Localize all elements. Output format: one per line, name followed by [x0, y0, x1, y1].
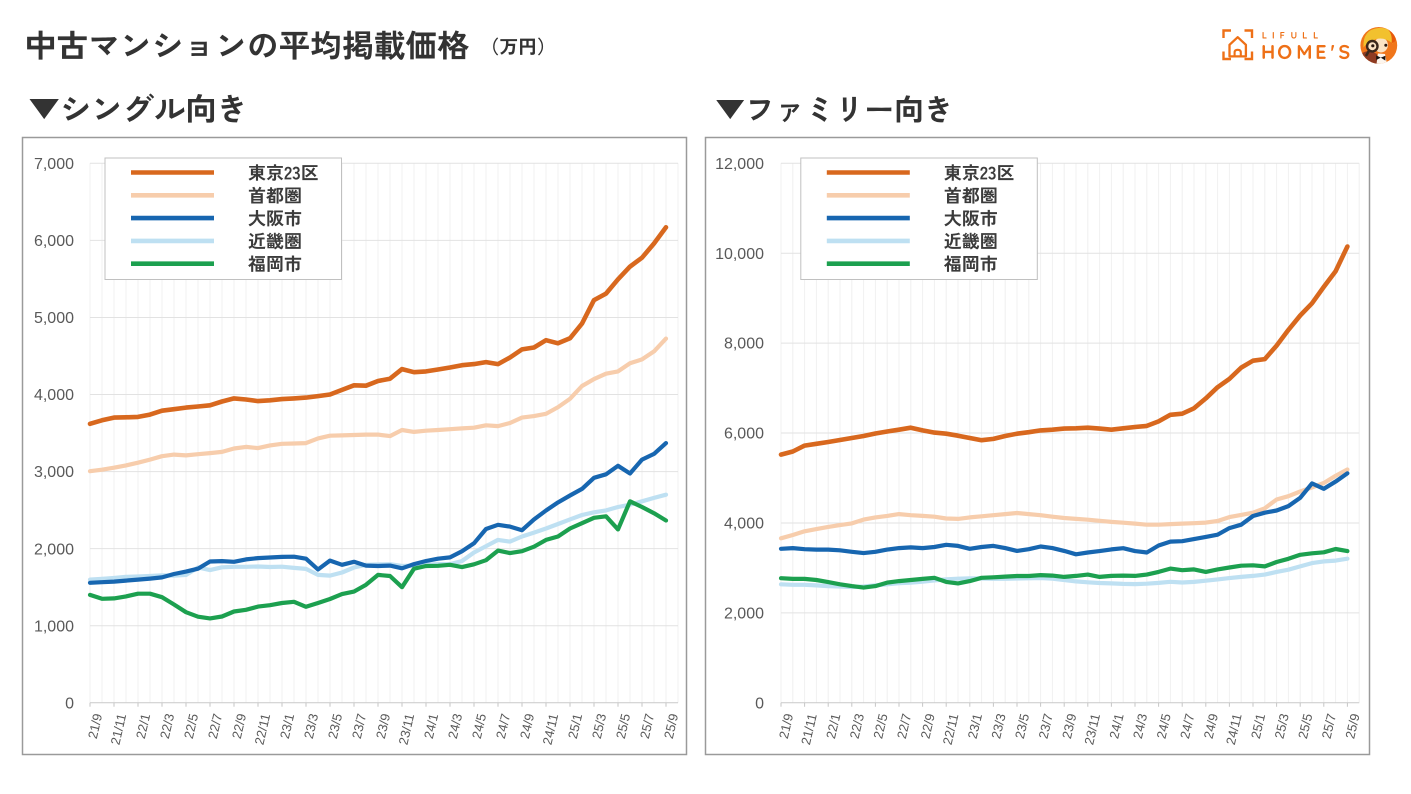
svg-text:5,000: 5,000	[34, 310, 74, 327]
svg-text:23/11: 23/11	[1081, 712, 1103, 746]
svg-text:23/5: 23/5	[325, 712, 345, 740]
svg-text:0: 0	[65, 695, 74, 712]
svg-text:25/1: 25/1	[565, 712, 585, 740]
svg-text:25/3: 25/3	[1272, 712, 1292, 740]
svg-text:10,000: 10,000	[715, 246, 764, 263]
svg-text:24/9: 24/9	[1201, 712, 1221, 740]
svg-text:3,000: 3,000	[34, 464, 74, 481]
svg-text:25/5: 25/5	[1295, 712, 1315, 740]
svg-text:21/9: 21/9	[776, 712, 796, 740]
svg-text:23/7: 23/7	[349, 712, 369, 740]
svg-text:22/9: 22/9	[229, 712, 249, 740]
svg-text:12,000: 12,000	[715, 156, 764, 173]
svg-text:23/1: 23/1	[965, 712, 985, 740]
svg-text:6,000: 6,000	[34, 233, 74, 250]
svg-text:24/1: 24/1	[421, 712, 441, 740]
svg-text:25/5: 25/5	[613, 712, 633, 740]
svg-text:4,000: 4,000	[34, 387, 74, 404]
svg-text:21/11: 21/11	[798, 712, 820, 746]
svg-text:21/9: 21/9	[85, 712, 105, 740]
svg-text:23/3: 23/3	[301, 712, 321, 740]
svg-text:23/9: 23/9	[1059, 712, 1079, 740]
svg-text:25/1: 25/1	[1248, 712, 1268, 740]
svg-text:24/7: 24/7	[1177, 712, 1197, 740]
svg-text:24/11: 24/11	[1223, 712, 1245, 746]
svg-text:25/9: 25/9	[1342, 712, 1362, 740]
svg-text:22/11: 22/11	[252, 712, 274, 746]
svg-text:22/5: 22/5	[870, 712, 890, 740]
svg-text:23/3: 23/3	[988, 712, 1008, 740]
svg-text:22/11: 22/11	[940, 712, 962, 746]
svg-text:23/9: 23/9	[373, 712, 393, 740]
svg-text:25/9: 25/9	[661, 712, 681, 740]
svg-text:25/3: 25/3	[589, 712, 609, 740]
svg-text:24/3: 24/3	[445, 712, 465, 740]
svg-text:24/5: 24/5	[469, 712, 489, 740]
svg-text:4,000: 4,000	[724, 516, 764, 533]
svg-text:25/7: 25/7	[637, 712, 657, 740]
svg-text:0: 0	[755, 695, 764, 712]
svg-text:7,000: 7,000	[34, 156, 74, 173]
svg-text:22/5: 22/5	[181, 712, 201, 740]
svg-text:24/1: 24/1	[1106, 712, 1126, 740]
svg-text:6,000: 6,000	[724, 426, 764, 443]
svg-text:24/9: 24/9	[517, 712, 537, 740]
svg-text:24/3: 24/3	[1130, 712, 1150, 740]
svg-text:1,000: 1,000	[34, 618, 74, 635]
svg-text:24/11: 24/11	[540, 712, 562, 746]
svg-text:2,000: 2,000	[34, 541, 74, 558]
svg-text:23/11: 23/11	[396, 712, 418, 746]
svg-text:22/3: 22/3	[847, 712, 867, 740]
svg-text:23/5: 23/5	[1012, 712, 1032, 740]
svg-text:22/7: 22/7	[205, 712, 225, 740]
svg-text:22/3: 22/3	[157, 712, 177, 740]
svg-text:22/1: 22/1	[823, 712, 843, 740]
svg-text:22/7: 22/7	[894, 712, 914, 740]
svg-text:21/11: 21/11	[108, 712, 130, 746]
svg-text:22/1: 22/1	[133, 712, 153, 740]
svg-text:24/5: 24/5	[1154, 712, 1174, 740]
svg-text:23/7: 23/7	[1036, 712, 1056, 740]
svg-text:24/7: 24/7	[493, 712, 513, 740]
svg-text:22/9: 22/9	[918, 712, 938, 740]
svg-text:25/7: 25/7	[1319, 712, 1339, 740]
svg-text:2,000: 2,000	[724, 606, 764, 623]
svg-text:8,000: 8,000	[724, 336, 764, 353]
svg-text:23/1: 23/1	[277, 712, 297, 740]
